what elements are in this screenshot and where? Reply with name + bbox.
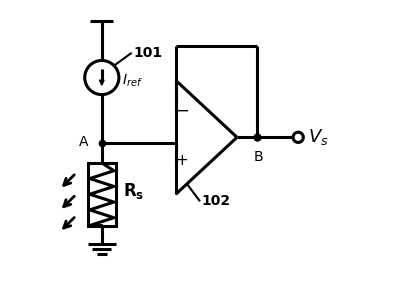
Text: 101: 101 [133,46,162,60]
Text: 102: 102 [202,194,230,208]
Text: +: + [176,153,188,168]
Text: B: B [254,150,263,164]
Text: $V_s$: $V_s$ [308,127,328,147]
Bar [88,163,116,226]
Text: $I_{ref}$: $I_{ref}$ [122,72,142,89]
Polygon shape [100,80,104,85]
Text: −: − [175,102,189,120]
Text: $\mathbf{R_s}$: $\mathbf{R_s}$ [123,181,144,201]
Text: A: A [78,135,88,148]
